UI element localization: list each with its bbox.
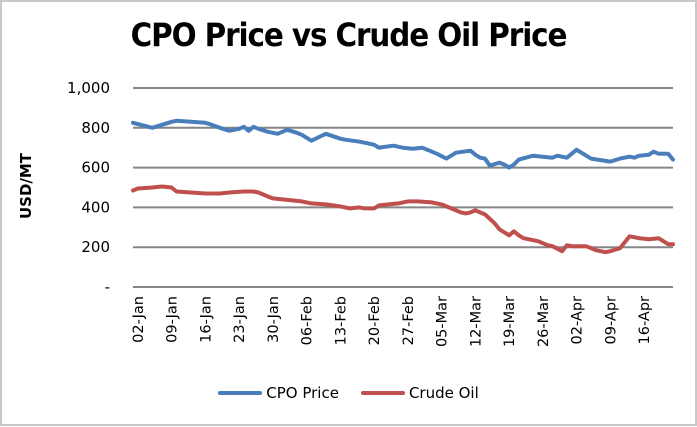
y-tick-label: 200: [81, 238, 110, 256]
x-tick-label: 13-Feb: [333, 296, 349, 345]
x-tick-label: 09-Apr: [603, 296, 619, 344]
y-tick-label: -: [105, 278, 110, 296]
legend-item-cpo: CPO Price: [218, 384, 339, 402]
y-tick-label: 600: [81, 159, 110, 177]
x-tick-label: 02-Apr: [570, 296, 586, 344]
x-tick-label: 27-Feb: [401, 296, 417, 345]
x-tick-label: 19-Mar: [502, 296, 518, 347]
y-tick-label: 1,000: [67, 79, 110, 97]
x-tick-label: 02-Jan: [131, 296, 147, 343]
x-tick-label: 06-Feb: [300, 296, 316, 345]
legend-item-crude: Crude Oil: [360, 384, 479, 402]
x-tick-label: 09-Jan: [165, 296, 181, 343]
x-tick-label: 16-Apr: [637, 296, 653, 344]
legend-label-crude: Crude Oil: [408, 384, 479, 402]
x-tick-label: 12-Mar: [468, 296, 484, 347]
y-tick-label: 800: [81, 119, 110, 137]
x-tick-label: 30-Jan: [266, 296, 282, 343]
x-tick-label: 20-Feb: [367, 296, 383, 345]
chart-title: CPO Price vs Crude Oil Price: [130, 16, 568, 54]
series-line-cpo-price: [131, 118, 675, 170]
x-tick-label: 05-Mar: [435, 296, 451, 347]
legend: CPO Price Crude Oil: [0, 384, 697, 402]
y-tick-label: 400: [81, 198, 110, 216]
x-tick-label: 16-Jan: [198, 296, 214, 343]
x-tick-label: 23-Jan: [232, 296, 248, 343]
series-line-crude-oil: [131, 184, 675, 255]
legend-swatch-cpo: [218, 391, 263, 395]
legend-label-cpo: CPO Price: [266, 384, 339, 402]
legend-swatch-crude: [360, 391, 405, 395]
x-tick-label: 26-Mar: [536, 296, 552, 347]
